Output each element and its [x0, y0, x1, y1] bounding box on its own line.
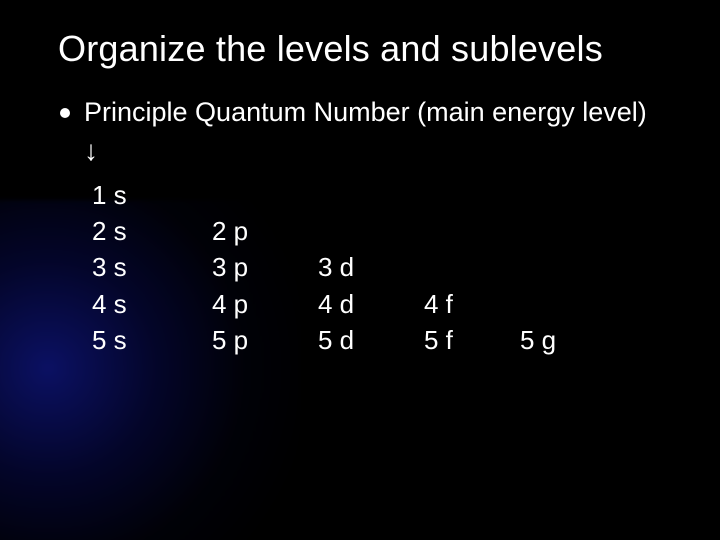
cell-s: 4 s [92, 286, 212, 322]
sublevel-grid: 1 s 2 s 2 p 3 s 3 p 3 d 4 s [92, 177, 690, 359]
cell-p: 5 p [212, 322, 318, 358]
grid-row: 4 s 4 p 4 d 4 f [92, 286, 690, 322]
cell-d [318, 213, 424, 249]
cell-s: 3 s [92, 249, 212, 285]
grid-row: 3 s 3 p 3 d [92, 249, 690, 285]
down-arrow: ↓ [84, 136, 690, 167]
cell-f: 4 f [424, 286, 520, 322]
cell-g [520, 249, 600, 285]
grid-row: 2 s 2 p [92, 213, 690, 249]
cell-d: 3 d [318, 249, 424, 285]
cell-g [520, 177, 600, 213]
cell-f [424, 177, 520, 213]
cell-f: 5 f [424, 322, 520, 358]
cell-p [212, 177, 318, 213]
cell-d [318, 177, 424, 213]
cell-s: 5 s [92, 322, 212, 358]
cell-p: 2 p [212, 213, 318, 249]
bullet-icon [60, 108, 70, 118]
cell-s: 2 s [92, 213, 212, 249]
slide-body: Principle Quantum Number (main energy le… [60, 96, 690, 359]
cell-g [520, 286, 600, 322]
cell-d: 4 d [318, 286, 424, 322]
cell-p: 4 p [212, 286, 318, 322]
cell-f [424, 249, 520, 285]
slide: Organize the levels and sublevels Princi… [0, 0, 720, 540]
grid-row: 1 s [92, 177, 690, 213]
grid-row: 5 s 5 p 5 d 5 f 5 g [92, 322, 690, 358]
cell-p: 3 p [212, 249, 318, 285]
slide-title: Organize the levels and sublevels [58, 28, 603, 70]
cell-d: 5 d [318, 322, 424, 358]
cell-g: 5 g [520, 322, 600, 358]
bullet-text: Principle Quantum Number (main energy le… [84, 96, 647, 130]
cell-g [520, 213, 600, 249]
cell-f [424, 213, 520, 249]
bullet-row: Principle Quantum Number (main energy le… [60, 96, 690, 130]
cell-s: 1 s [92, 177, 212, 213]
